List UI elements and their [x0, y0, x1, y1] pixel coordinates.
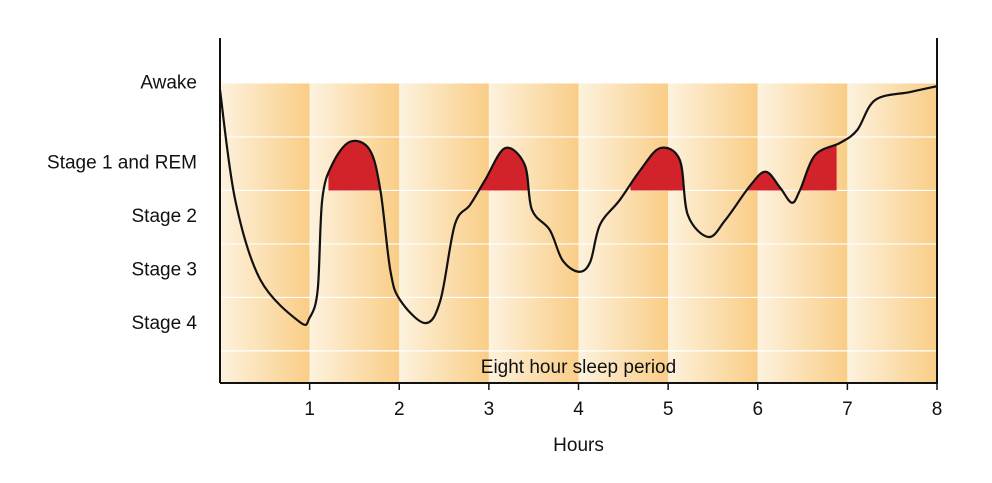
- hour-band: [220, 83, 310, 383]
- hour-band: [488, 83, 579, 383]
- hour-band: [578, 83, 669, 383]
- rem-period: [328, 140, 381, 191]
- y-tick-label: Stage 2: [132, 206, 198, 227]
- x-tick-label: 1: [304, 399, 315, 420]
- x-tick-label: 8: [932, 399, 943, 420]
- x-tick-label: 6: [752, 399, 763, 420]
- hour-band: [399, 83, 489, 383]
- y-tick-label: Stage 3: [132, 260, 198, 281]
- sleep-curve: [218, 85, 938, 326]
- rem-period: [478, 147, 529, 191]
- y-tick-label: Awake: [140, 72, 197, 93]
- rem-period: [747, 171, 783, 191]
- x-tick-label: 2: [394, 399, 405, 420]
- x-tick-label: 5: [663, 399, 674, 420]
- hour-band: [847, 83, 937, 383]
- hour-band: [309, 83, 400, 383]
- rem-period: [630, 147, 685, 191]
- rem-period: [799, 144, 837, 191]
- hour-band: [668, 83, 758, 383]
- y-tick-label: Stage 4: [132, 313, 198, 334]
- hour-band: [757, 83, 848, 383]
- x-tick-label: 4: [573, 399, 584, 420]
- annotation: Eight hour sleep period: [481, 357, 676, 378]
- x-tick-label: 7: [842, 399, 853, 420]
- x-tick-label: 3: [484, 399, 495, 420]
- y-tick-label: Stage 1 and REM: [47, 153, 197, 174]
- x-axis-label: Hours: [553, 435, 604, 456]
